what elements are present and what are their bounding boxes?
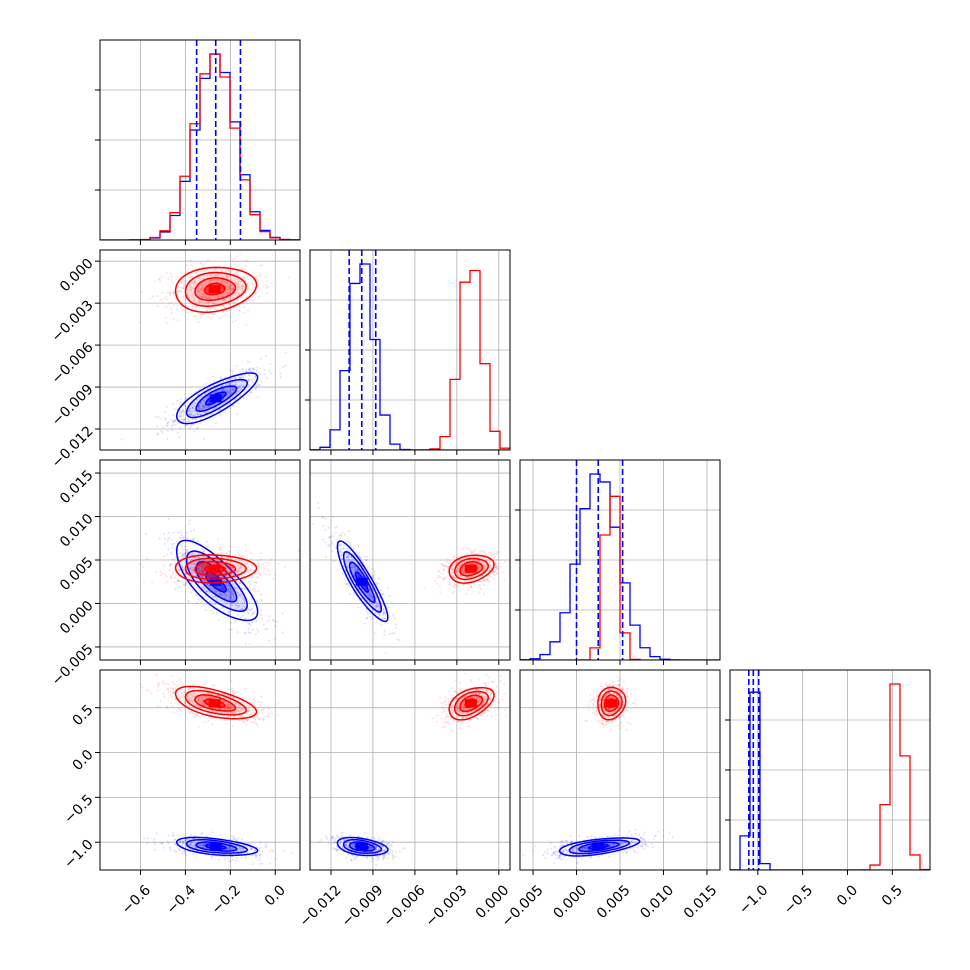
density-peak-1 (208, 564, 221, 573)
histogram-step-1 (520, 495, 720, 660)
y-tick-label: −0.012 (49, 423, 97, 471)
x-tick-label: 0.005 (594, 882, 634, 922)
panel-frame (309, 459, 511, 661)
y-tick-label: −0.5 (61, 792, 96, 827)
panel-frame (99, 249, 301, 451)
contour-0-0 (175, 539, 259, 622)
contour-0-0 (558, 837, 641, 857)
scatter-panel-2-0 (99, 459, 301, 661)
scatter-panel-3-0 (99, 669, 301, 871)
y-tick-label: −1.0 (61, 837, 96, 872)
density-peak-1 (605, 699, 618, 708)
contour-1-0 (174, 554, 258, 584)
x-tick-label: −1.0 (736, 882, 771, 917)
scatter-panel-3-1 (309, 669, 511, 871)
y-tick-label: 0.000 (57, 256, 97, 296)
density-peak-0 (355, 577, 368, 586)
x-tick-label: 0.5 (879, 882, 906, 909)
y-tick-label: 0.0 (70, 747, 97, 774)
y-tick-label: −0.003 (49, 297, 97, 345)
density-peak-0 (355, 842, 368, 851)
density-peak-1 (208, 699, 221, 708)
contour-0-0 (175, 836, 259, 857)
contour-1-0 (174, 685, 258, 720)
histogram-step-1 (310, 269, 510, 450)
scatter-panel-2-1 (309, 459, 511, 661)
panel-frame (99, 669, 301, 871)
diagonal-panel-2 (519, 459, 721, 661)
contour-1-0 (597, 686, 627, 721)
density-peak-1 (208, 285, 221, 294)
x-tick-label: −0.2 (209, 882, 244, 917)
y-tick-label: 0.5 (70, 702, 97, 729)
y-tick-label: 0.010 (57, 511, 97, 551)
x-tick-label: −0.012 (297, 882, 345, 930)
x-tick-label: −0.009 (339, 882, 387, 930)
x-tick-label: 0.000 (550, 882, 590, 922)
x-tick-label: 0.0 (834, 882, 861, 909)
y-tick-label: −0.009 (49, 381, 97, 429)
y-tick-label: 0.015 (57, 467, 97, 507)
scatter-panel-3-2 (519, 669, 721, 871)
contour-0-0 (336, 836, 389, 857)
contour-0-0 (336, 540, 389, 623)
density-peak-0 (209, 842, 222, 851)
y-tick-label: −0.006 (49, 339, 97, 387)
histogram-step-1 (100, 53, 300, 240)
diagonal-panel-0 (99, 39, 301, 241)
histogram-step-0 (310, 263, 510, 450)
contour-1-0 (174, 266, 258, 313)
density-peak-0 (209, 394, 222, 403)
x-tick-label: 0.015 (681, 882, 721, 922)
density-peak-0 (209, 577, 222, 586)
contour-0-0 (175, 372, 259, 425)
contour-1-0 (448, 686, 495, 721)
x-tick-label: −0.6 (119, 882, 154, 917)
diagonal-panel-3 (729, 669, 931, 871)
x-tick-label: −0.006 (381, 882, 429, 930)
density-peak-0 (592, 842, 605, 851)
x-tick-label: 0.0 (262, 882, 289, 909)
x-tick-label: −0.4 (164, 882, 199, 917)
density-peak-1 (464, 564, 477, 573)
contour-1-0 (448, 554, 495, 584)
diagonal-panel-1 (309, 249, 511, 451)
y-tick-label: 0.000 (57, 598, 97, 638)
y-tick-label: −0.005 (49, 641, 97, 689)
y-tick-label: 0.005 (57, 554, 97, 594)
panel-frame (309, 669, 511, 871)
x-tick-label: −0.5 (781, 882, 816, 917)
scatter-panel-1-0 (99, 249, 301, 451)
x-tick-label: −0.003 (423, 882, 471, 930)
histogram-step-0 (730, 691, 930, 870)
x-tick-label: 0.010 (637, 882, 677, 922)
density-peak-1 (464, 699, 477, 708)
